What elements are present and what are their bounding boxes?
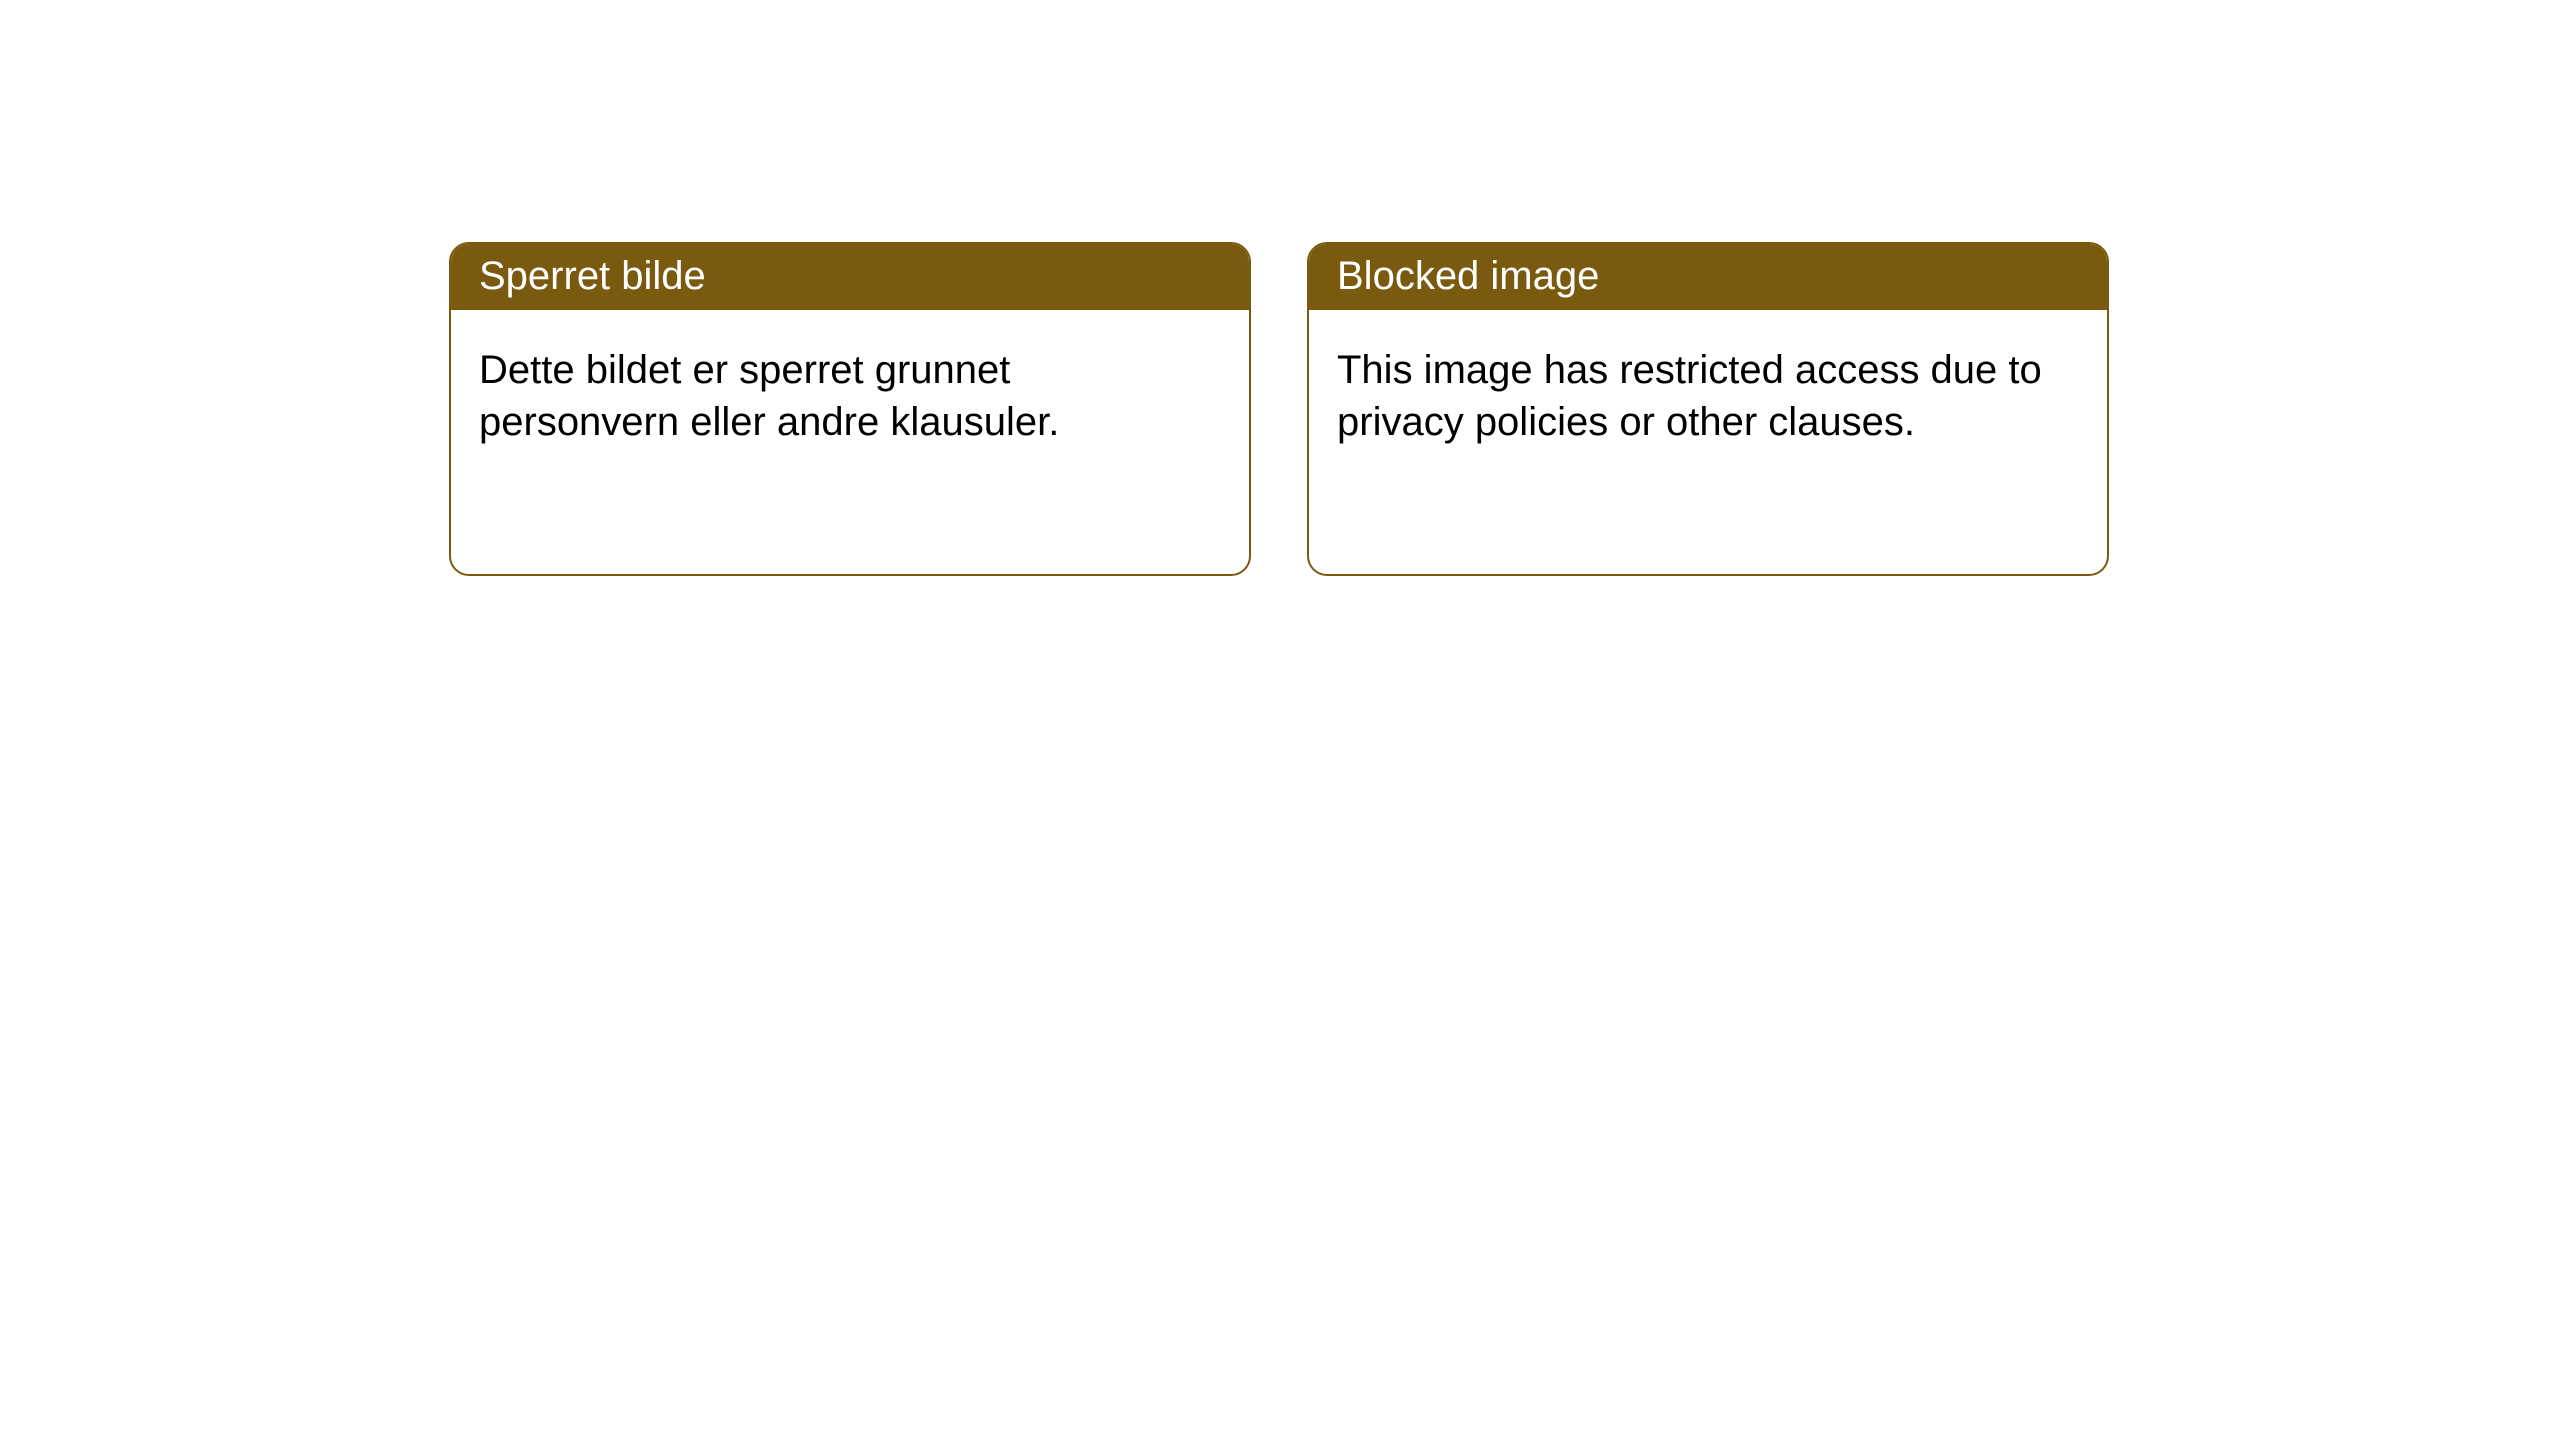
notice-container: Sperret bilde Dette bildet er sperret gr… bbox=[0, 0, 2560, 576]
notice-card-english: Blocked image This image has restricted … bbox=[1307, 242, 2109, 576]
card-body: This image has restricted access due to … bbox=[1309, 310, 2107, 482]
card-title: Blocked image bbox=[1309, 244, 2107, 310]
card-body: Dette bildet er sperret grunnet personve… bbox=[451, 310, 1249, 482]
notice-card-norwegian: Sperret bilde Dette bildet er sperret gr… bbox=[449, 242, 1251, 576]
card-title: Sperret bilde bbox=[451, 244, 1249, 310]
